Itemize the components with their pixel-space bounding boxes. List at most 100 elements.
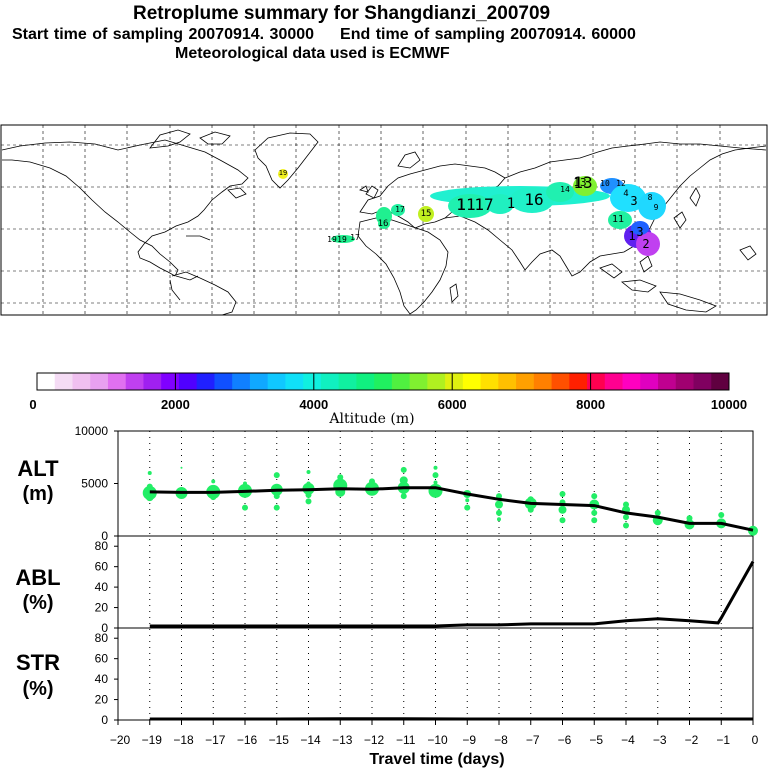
colorbar-swatch (232, 373, 251, 390)
plume-label: 15 (421, 209, 432, 219)
plume-blob (631, 221, 649, 235)
colorbar (36, 372, 730, 391)
alt-point (433, 480, 438, 485)
colorbar-swatch (693, 373, 712, 390)
colorbar-swatch (214, 373, 233, 390)
plume-blob (573, 176, 597, 196)
colorbar-swatch (533, 373, 552, 390)
plume-label: 12 (616, 179, 626, 188)
plume-label: 14 (560, 185, 570, 194)
x-tick-label: −4 (621, 733, 635, 747)
abl-y-tick-label: 0 (101, 621, 108, 635)
alt-point (273, 504, 280, 511)
alt-point (180, 466, 183, 469)
abl-unit: (%) (22, 592, 53, 614)
alt-point (273, 472, 280, 479)
x-tick-labels: −20 −19 −18 −17 −16 −15 −14 −13 −12 −11 −10 −9 −8 −7−… (110, 733, 759, 747)
x-tick-label: 0 (752, 733, 759, 747)
str-unit: (%) (22, 678, 53, 700)
plume-label: 17 (395, 205, 405, 214)
colorbar-tick-label: 2000 (161, 397, 190, 412)
alt-point (686, 515, 693, 522)
colorbar-swatch (267, 373, 286, 390)
plume-blob (486, 194, 514, 214)
abl-label: ABL (15, 565, 60, 590)
alt-point (623, 514, 629, 521)
alt-scatter (142, 465, 758, 536)
abl-y-tick-label: 20 (95, 601, 109, 615)
x-tick-label: −10 (427, 733, 448, 747)
alt-point (243, 481, 247, 486)
alt-point (369, 478, 375, 485)
alt-point (495, 500, 503, 509)
alt-point (210, 494, 217, 501)
plume-blob (418, 206, 434, 222)
alt-point (400, 493, 407, 500)
x-tick-label: −2 (685, 733, 699, 747)
colorbar-swatch (658, 373, 677, 390)
alt-point (464, 504, 471, 511)
alt-point (211, 479, 216, 484)
end-time-label: End time of sampling 20070914. 60000 (340, 26, 636, 43)
alt-point (145, 493, 154, 502)
plume-blob (638, 192, 666, 220)
plume-label: 19 (327, 235, 337, 244)
plume-blob (510, 187, 554, 213)
alt-point (559, 491, 566, 497)
colorbar-swatch (356, 373, 375, 390)
alt-point (146, 483, 153, 490)
colorbar-tick-label: 10000 (711, 397, 747, 412)
alt-point (433, 465, 438, 470)
alt-unit: (m) (22, 483, 53, 505)
colorbar-swatch (480, 373, 499, 390)
alt-point (623, 522, 629, 529)
colorbar-swatch (640, 373, 659, 390)
alt-y-ticks: 10000 5000 0 (75, 424, 118, 543)
alt-point (591, 517, 598, 524)
colorbar-swatch (569, 373, 588, 390)
plume-label: 11 (456, 195, 475, 214)
colorbar-swatch (143, 373, 162, 390)
coastlines (1, 129, 767, 316)
colorbar-swatch (249, 373, 269, 390)
plume-label: 16 (378, 219, 389, 229)
alt-point (591, 509, 598, 516)
x-tick-label: −20 (110, 733, 131, 747)
colorbar-swatch (90, 373, 109, 390)
alt-point (558, 505, 567, 514)
x-tick-label: −13 (332, 733, 353, 747)
x-tick-label: −16 (237, 733, 258, 747)
alt-point (559, 517, 566, 524)
x-tick-label: −5 (589, 733, 603, 747)
plume-blob (378, 219, 390, 229)
colorbar-swatch (604, 373, 623, 390)
colorbar-swatch (587, 373, 606, 390)
x-tick-label: −8 (494, 733, 508, 747)
abl-y-tick-label: 60 (95, 560, 109, 574)
colorbar-swatch (303, 373, 322, 390)
colorbar-swatch (516, 373, 535, 390)
str-label: STR (16, 650, 60, 675)
x-tick-label: −11 (396, 733, 416, 747)
start-time-label: Start time of sampling 20070914. 30000 (12, 26, 315, 43)
colorbar-swatch (178, 373, 198, 390)
colorbar-swatch (551, 373, 570, 390)
x-tick-label: −15 (269, 733, 290, 747)
x-tick-label: −18 (173, 733, 194, 747)
alt-point (306, 469, 311, 474)
plume-blob (331, 235, 355, 243)
x-tick-label: −17 (205, 733, 226, 747)
time-series-panels: ALT (m) ABL (%) STR (%) 10000 5000 0 80 60 4… (15, 424, 758, 768)
abl-y-tick-label: 40 (95, 580, 109, 594)
colorbar-swatch (107, 373, 127, 390)
colorbar-swatch (338, 373, 357, 390)
alt-point (337, 474, 344, 481)
alt-point (496, 509, 502, 516)
alt-y-tick-label: 10000 (75, 424, 109, 438)
str-y-tick-label: 80 (95, 631, 109, 645)
alt-point (591, 493, 598, 500)
colorbar-frame (36, 372, 730, 391)
alt-y-tick-label: 0 (101, 529, 108, 543)
